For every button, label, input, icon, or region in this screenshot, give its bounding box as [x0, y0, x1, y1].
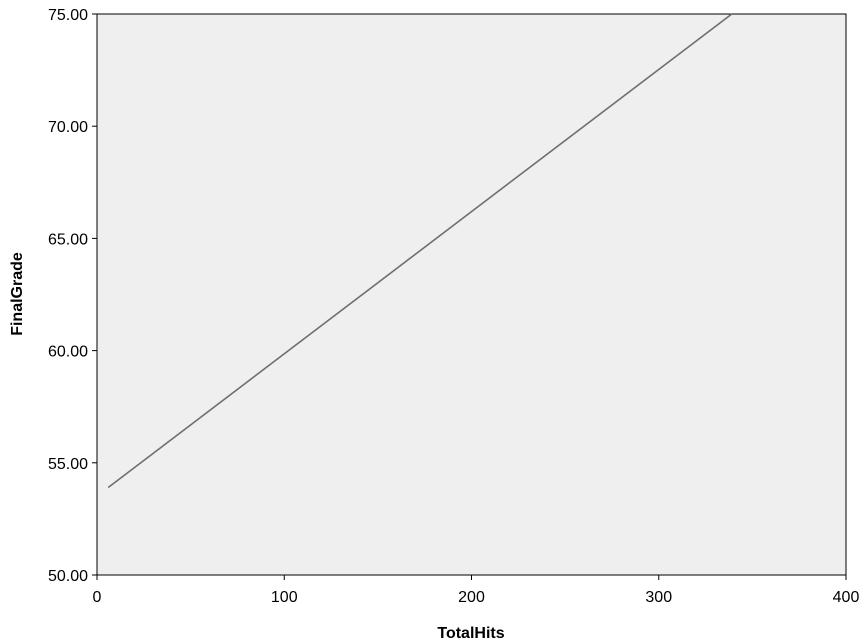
series-group	[107, 13, 733, 489]
y-axis-title: FinalGrade	[9, 252, 26, 336]
y-tick-label: 50.00	[48, 568, 88, 585]
y-tick-label: 60.00	[48, 344, 88, 361]
x-tick-label: 200	[458, 589, 485, 606]
y-tick-label: 65.00	[48, 231, 88, 248]
x-tick-label: 300	[645, 589, 672, 606]
y-tick-label: 55.00	[48, 456, 88, 473]
y-tick-label: 70.00	[48, 119, 88, 136]
x-tick-label: 0	[93, 589, 102, 606]
x-tick-label: 400	[833, 589, 860, 606]
plot-area	[96, 13, 847, 576]
x-axis: 0 100 200 300 400	[93, 575, 860, 606]
series-line	[107, 13, 733, 489]
y-tick-label: 75.00	[48, 7, 88, 24]
x-tick-label: 100	[271, 589, 298, 606]
x-axis-title: TotalHits	[437, 625, 504, 642]
y-axis: 50.00 55.00 60.00 65.00 70.00 75.00	[48, 7, 97, 585]
